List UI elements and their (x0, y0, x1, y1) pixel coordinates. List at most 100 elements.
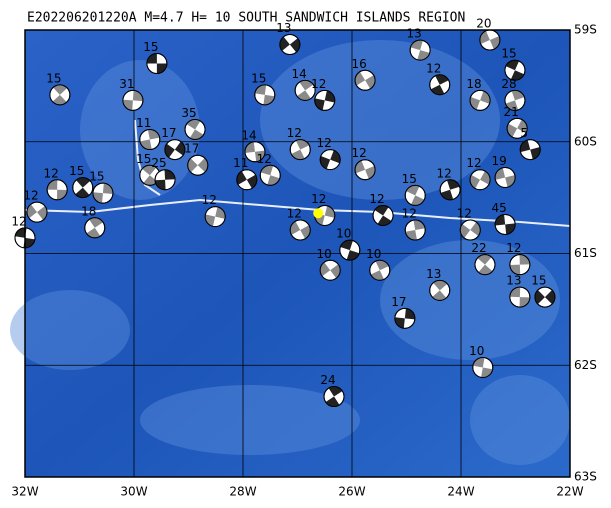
beachball-edge (459, 219, 481, 241)
focal-mechanism (26, 201, 48, 223)
focal-mechanism (439, 179, 461, 201)
depth-label: 12 (457, 207, 472, 221)
beachball-edge (409, 39, 431, 61)
compression (355, 160, 376, 179)
beachball-edge (474, 254, 496, 276)
beachball-edge (26, 201, 48, 223)
beachball-edge (259, 164, 281, 186)
focal-mechanism (259, 164, 281, 186)
depth-label: 15 (89, 170, 104, 184)
compression (164, 141, 185, 158)
depth-label: 12 (436, 166, 451, 180)
x-tick-label: 30W (120, 485, 147, 499)
focal-mechanism (409, 39, 431, 61)
focal-mechanism (244, 141, 266, 163)
compression (75, 177, 91, 198)
beachball-edge (469, 169, 491, 191)
focal-mechanism (372, 205, 394, 227)
depth-label: 16 (351, 57, 366, 71)
focal-mechanism (474, 254, 496, 276)
focal-mechanism (472, 356, 494, 378)
focal-mechanism (72, 177, 94, 199)
compression (509, 254, 530, 275)
focal-mechanism (122, 89, 144, 111)
focal-mechanism (459, 219, 481, 241)
depth-label: 12 (287, 207, 302, 221)
compression (314, 205, 335, 226)
focal-mechanism (394, 307, 416, 329)
beachball-edge (323, 386, 345, 408)
focal-mechanism (469, 89, 491, 111)
depth-label: 12 (351, 146, 366, 160)
beachball-edge (319, 259, 341, 281)
focal-mechanism (354, 159, 376, 181)
depth-label: 12 (23, 189, 38, 203)
beachball-edge (429, 74, 451, 96)
compression (325, 386, 343, 407)
focal-mechanism (509, 286, 531, 308)
beachball-edge (519, 139, 541, 161)
depth-label: 12 (369, 192, 384, 206)
focal-mechanism (319, 259, 341, 281)
compression (370, 260, 389, 281)
depth-label: 15 (501, 47, 516, 61)
depth-label: 13 (276, 21, 291, 35)
compression (122, 90, 143, 111)
depth-label: 12 (466, 156, 481, 170)
depth-label: 31 (119, 77, 134, 91)
depth-label: 18 (466, 77, 481, 91)
compression (470, 91, 491, 110)
compression (495, 167, 516, 188)
compression (520, 139, 541, 160)
focal-mechanism (469, 169, 491, 191)
focal-mechanism (84, 217, 106, 239)
beachball-edge (372, 205, 394, 227)
events (14, 29, 556, 408)
focal-mechanism (519, 139, 541, 161)
map-title: E202206201220A M=4.7 H= 10 SOUTH SANDWIC… (27, 11, 465, 26)
compression (86, 217, 104, 238)
beachball-edge (279, 34, 301, 56)
beachball-edge (534, 286, 556, 308)
frame (24, 29, 571, 478)
depth-label: 17 (161, 126, 176, 140)
depth-label: 5 (520, 126, 528, 140)
compression (52, 84, 68, 105)
depth-label: 15 (402, 172, 417, 186)
depth-label: 10 (317, 247, 332, 261)
compression (320, 150, 341, 169)
compression (291, 139, 310, 160)
compression (155, 169, 176, 190)
beachball-edge (84, 217, 106, 239)
beachball-edge (319, 149, 341, 171)
compression (260, 165, 280, 186)
beachball-edge (164, 139, 186, 161)
beachball-edge (289, 219, 311, 241)
focal-mechanism (187, 154, 209, 176)
compression (509, 287, 530, 308)
depth-label: 14 (241, 128, 256, 142)
depth-label: 19 (492, 154, 507, 168)
depth-label: 12 (202, 193, 217, 207)
focal-mechanism (494, 213, 516, 235)
beachball-edge (92, 182, 114, 204)
focal-mechanism (429, 74, 451, 96)
beachball-edge (46, 179, 68, 201)
depth-label: 12 (506, 241, 521, 255)
beachball-edge (294, 79, 316, 101)
compression (245, 141, 265, 162)
beachball-edge (509, 254, 531, 276)
focal-mechanism (139, 129, 161, 151)
compression (460, 222, 481, 239)
focal-mechanism (46, 179, 68, 201)
focal-mechanism (146, 53, 168, 75)
focal-mechanism (236, 169, 258, 191)
compression (15, 227, 35, 248)
compression (47, 179, 68, 200)
compression (507, 119, 528, 138)
compression (374, 205, 392, 226)
compression (477, 254, 493, 275)
depth-label: 12 (11, 214, 26, 228)
depth-label: 15 (251, 71, 266, 85)
